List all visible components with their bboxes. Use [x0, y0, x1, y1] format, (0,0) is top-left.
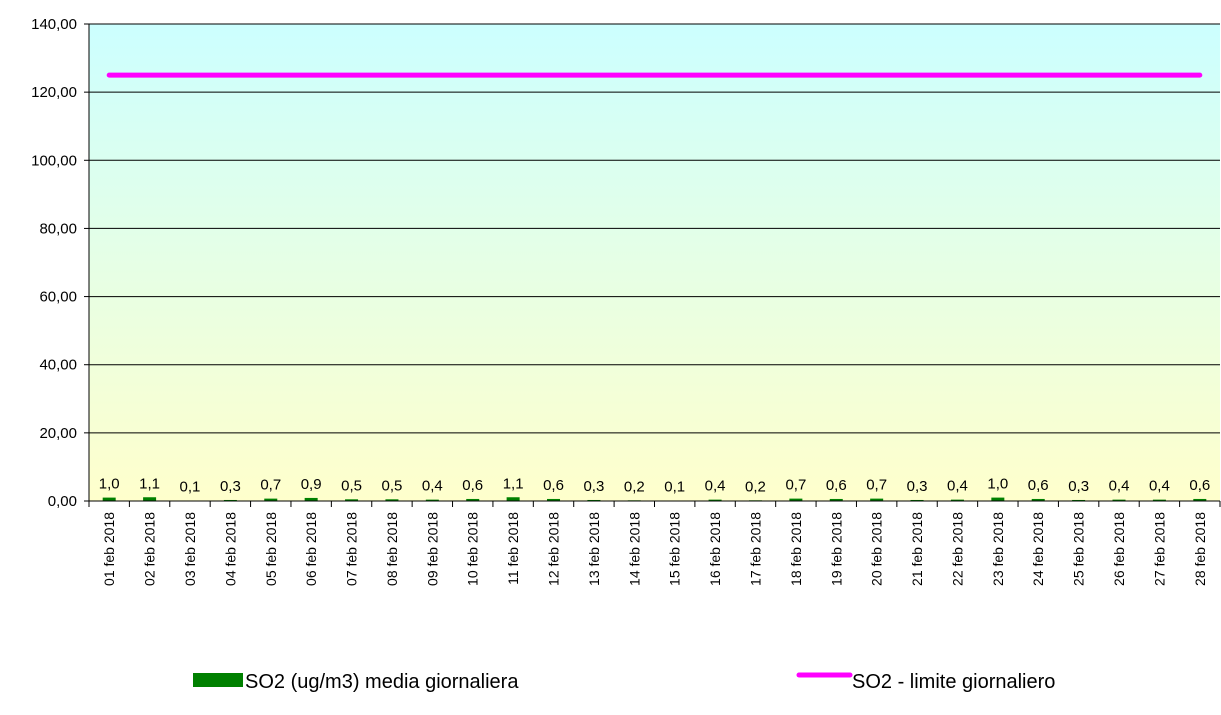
bar	[1152, 499, 1166, 501]
data-label: 0,4	[705, 478, 726, 495]
y-tick-label: 120,00	[31, 84, 77, 101]
x-axis-ticks: 01 feb 2018 02 feb 2018 03 feb 2018 04 feb …	[88, 501, 1221, 586]
bar	[466, 498, 480, 501]
data-label: 0,6	[826, 477, 847, 494]
x-tick-label: 18 feb 2018	[788, 512, 804, 586]
x-tick-label: 21 feb 2018	[909, 512, 925, 586]
bar	[304, 497, 318, 501]
bar	[425, 499, 439, 501]
bar	[345, 499, 359, 501]
x-tick-label: 12 feb 2018	[546, 512, 562, 586]
bar	[1031, 498, 1045, 501]
x-tick-label: 17 feb 2018	[747, 512, 763, 586]
x-tick-label: 28 feb 2018	[1192, 512, 1208, 586]
bar	[223, 499, 237, 501]
bar	[102, 497, 116, 501]
y-tick-label: 80,00	[39, 220, 77, 237]
y-tick-label: 40,00	[39, 357, 77, 374]
data-label: 0,3	[220, 478, 241, 495]
legend-label-line: SO2 - limite giornaliero	[852, 671, 1055, 693]
bar	[991, 497, 1005, 501]
x-tick-label: 05 feb 2018	[263, 512, 279, 586]
x-tick-label: 10 feb 2018	[465, 512, 481, 586]
data-label: 0,7	[260, 477, 281, 494]
bar	[789, 498, 803, 501]
x-tick-label: 16 feb 2018	[707, 512, 723, 586]
y-tick-label: 0,00	[48, 493, 77, 510]
data-label: 0,5	[341, 477, 362, 494]
y-tick-label: 100,00	[31, 152, 77, 169]
x-tick-label: 15 feb 2018	[667, 512, 683, 586]
bar	[1193, 498, 1207, 501]
data-label: 0,7	[785, 477, 806, 494]
data-label: 0,2	[745, 478, 766, 495]
x-tick-label: 03 feb 2018	[182, 512, 198, 586]
data-label: 0,6	[543, 477, 564, 494]
bar	[708, 499, 722, 501]
bar	[264, 498, 278, 501]
x-tick-label: 02 feb 2018	[142, 512, 158, 586]
x-tick-label: 09 feb 2018	[424, 512, 440, 586]
data-label: 0,4	[422, 478, 443, 495]
x-tick-label: 24 feb 2018	[1030, 512, 1046, 586]
bar	[587, 499, 601, 501]
y-tick-label: 60,00	[39, 289, 77, 306]
data-label: 0,9	[301, 476, 322, 493]
data-label: 0,1	[664, 479, 685, 496]
x-tick-label: 26 feb 2018	[1111, 512, 1127, 586]
data-label: 1,0	[987, 476, 1008, 493]
x-tick-label: 08 feb 2018	[384, 512, 400, 586]
bar	[143, 497, 157, 501]
gridlines	[89, 23, 1220, 434]
data-label: 0,4	[947, 478, 968, 495]
data-label: 0,2	[624, 478, 645, 495]
x-tick-label: 22 feb 2018	[949, 512, 965, 586]
data-label: 0,1	[180, 479, 201, 496]
bar	[1112, 499, 1126, 501]
y-axis-ticks: 0,00 20,00 40,00 60,00 80,00 100,00 120,00 140,…	[31, 16, 89, 510]
x-tick-label: 23 feb 2018	[990, 512, 1006, 586]
data-label: 0,3	[907, 478, 928, 495]
x-tick-label: 07 feb 2018	[344, 512, 360, 586]
x-tick-label: 06 feb 2018	[303, 512, 319, 586]
bar	[870, 498, 884, 501]
bar	[385, 499, 399, 501]
x-tick-label: 25 feb 2018	[1071, 512, 1087, 586]
legend-label-bar: SO2 (ug/m3) media giornaliera	[245, 671, 519, 693]
y-tick-label: 140,00	[31, 16, 77, 33]
x-tick-label: 27 feb 2018	[1151, 512, 1167, 586]
bar	[950, 499, 964, 501]
bar	[1072, 499, 1086, 501]
x-tick-label: 04 feb 2018	[222, 512, 238, 586]
y-tick-label: 20,00	[39, 425, 77, 442]
data-label: 0,6	[462, 477, 483, 494]
data-labels: 1,0 1,1 0,1 0,3 0,7 0,9 0,5 0,5 0,4 0,6 1,1 0,6 0,3 0…	[99, 475, 1210, 495]
x-tick-label: 11 feb 2018	[505, 512, 521, 585]
x-tick-label: 14 feb 2018	[626, 512, 642, 586]
data-label: 1,1	[139, 475, 160, 492]
x-tick-label: 13 feb 2018	[586, 512, 602, 586]
data-label: 0,4	[1149, 478, 1170, 495]
x-tick-label: 19 feb 2018	[828, 512, 844, 586]
data-label: 0,3	[1068, 478, 1089, 495]
data-label: 1,0	[99, 476, 120, 493]
data-label: 0,6	[1189, 477, 1210, 494]
data-label: 0,7	[866, 477, 887, 494]
data-label: 0,3	[583, 478, 604, 495]
data-label: 0,5	[382, 477, 403, 494]
bar	[547, 498, 561, 501]
x-tick-label: 01 feb 2018	[101, 512, 117, 586]
data-label: 0,4	[1109, 478, 1130, 495]
bar	[910, 499, 924, 501]
legend: SO2 (ug/m3) media giornaliera SO2 - limit…	[193, 671, 1055, 693]
x-tick-label: 20 feb 2018	[869, 512, 885, 586]
bar	[506, 497, 520, 501]
bar	[829, 498, 843, 501]
data-label: 1,1	[503, 475, 524, 492]
legend-swatch-bar	[193, 673, 243, 687]
data-label: 0,6	[1028, 477, 1049, 494]
plot-area	[89, 24, 1220, 501]
